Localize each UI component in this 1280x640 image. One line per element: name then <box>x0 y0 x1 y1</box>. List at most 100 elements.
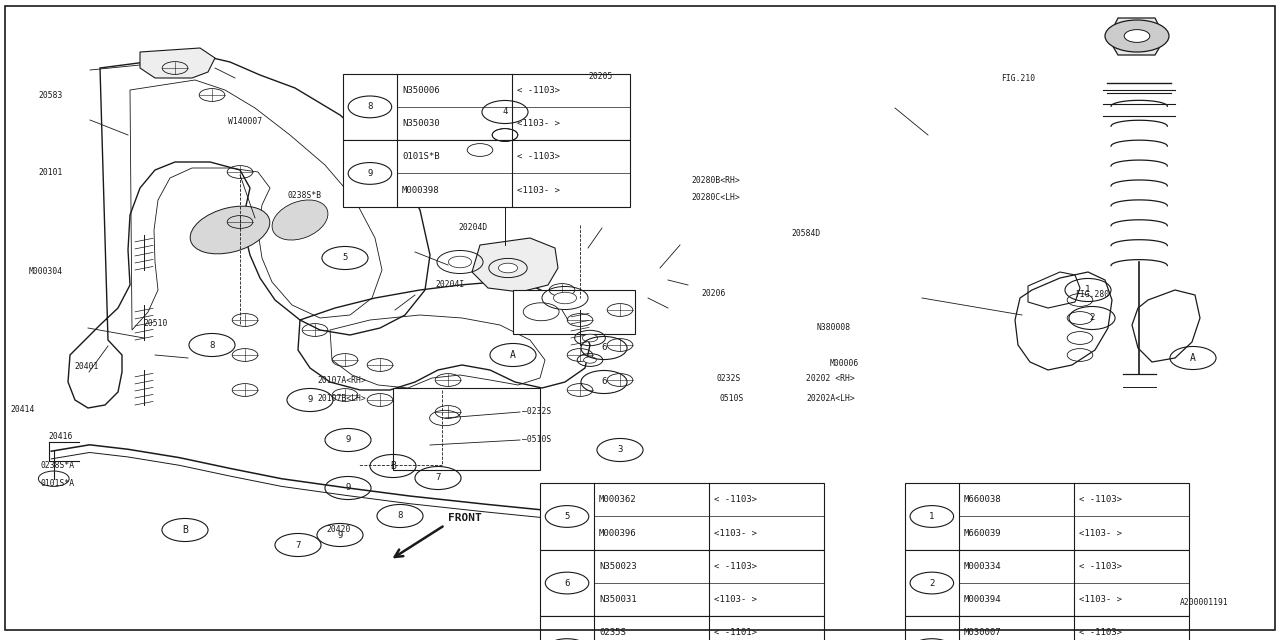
Text: 20202A<LH>: 20202A<LH> <box>806 394 855 403</box>
FancyBboxPatch shape <box>540 483 824 550</box>
Text: < -1103>: < -1103> <box>714 495 758 504</box>
Text: FRONT: FRONT <box>448 513 481 523</box>
Text: 5: 5 <box>564 512 570 521</box>
Text: 6: 6 <box>564 579 570 588</box>
Text: 8: 8 <box>367 102 372 111</box>
Text: <1103- >: <1103- > <box>1079 529 1123 538</box>
Text: 6: 6 <box>602 378 607 387</box>
FancyBboxPatch shape <box>905 483 1189 550</box>
Text: 0232S: 0232S <box>717 374 741 383</box>
Text: 20401: 20401 <box>74 362 99 371</box>
FancyBboxPatch shape <box>393 388 540 470</box>
Text: 0510S: 0510S <box>719 394 744 403</box>
Text: M000362: M000362 <box>599 495 636 504</box>
Text: 20416: 20416 <box>49 432 73 441</box>
Text: FIG.280: FIG.280 <box>1075 290 1110 299</box>
Text: N350006: N350006 <box>402 86 439 95</box>
Text: < -1103>: < -1103> <box>1079 562 1123 571</box>
Circle shape <box>582 334 598 342</box>
Polygon shape <box>1108 18 1165 55</box>
Text: B: B <box>390 461 396 471</box>
Text: 7: 7 <box>435 474 440 483</box>
Text: M00006: M00006 <box>829 359 859 368</box>
Text: 20206: 20206 <box>701 289 726 298</box>
Text: 0101S*A: 0101S*A <box>41 479 76 488</box>
Text: M000398: M000398 <box>402 186 439 195</box>
Text: < -1103>: < -1103> <box>517 152 561 161</box>
Text: 20107A<RH>: 20107A<RH> <box>317 376 366 385</box>
Text: 0238S*A: 0238S*A <box>41 461 76 470</box>
Text: N350030: N350030 <box>402 119 439 128</box>
Text: N350023: N350023 <box>599 562 636 571</box>
Text: 20204I: 20204I <box>435 280 465 289</box>
Text: 9: 9 <box>367 169 372 178</box>
Text: 20420: 20420 <box>326 525 351 534</box>
FancyBboxPatch shape <box>540 550 824 616</box>
FancyBboxPatch shape <box>513 290 635 333</box>
Text: M030007: M030007 <box>964 628 1001 637</box>
Circle shape <box>1105 20 1169 52</box>
Text: 20510: 20510 <box>143 319 168 328</box>
Ellipse shape <box>191 206 270 254</box>
Text: 9: 9 <box>338 531 343 540</box>
Text: 20414: 20414 <box>10 405 35 414</box>
Text: B: B <box>182 525 188 535</box>
Text: M000334: M000334 <box>964 562 1001 571</box>
Text: < -1101>: < -1101> <box>714 628 758 637</box>
Text: 20202 <RH>: 20202 <RH> <box>806 374 855 383</box>
Text: 20204D: 20204D <box>458 223 488 232</box>
Text: A: A <box>509 350 516 360</box>
Text: 8: 8 <box>210 340 215 349</box>
Text: <1103- >: <1103- > <box>714 595 758 604</box>
Text: < -1103>: < -1103> <box>714 562 758 571</box>
Text: A: A <box>1190 353 1196 363</box>
Text: M000304: M000304 <box>28 268 63 276</box>
Text: <1103- >: <1103- > <box>1079 595 1123 604</box>
Text: M660039: M660039 <box>964 529 1001 538</box>
FancyBboxPatch shape <box>343 140 630 207</box>
Text: N350031: N350031 <box>599 595 636 604</box>
Text: 2: 2 <box>929 579 934 588</box>
FancyBboxPatch shape <box>905 550 1189 616</box>
FancyBboxPatch shape <box>343 74 630 140</box>
Text: —0232S: —0232S <box>522 408 552 417</box>
Text: 9: 9 <box>346 435 351 445</box>
Text: A200001191: A200001191 <box>1180 598 1229 607</box>
Text: 20280C<LH>: 20280C<LH> <box>691 193 740 202</box>
Text: 1: 1 <box>1085 285 1091 294</box>
Text: N380008: N380008 <box>817 323 851 332</box>
Polygon shape <box>140 48 215 78</box>
Circle shape <box>498 263 517 273</box>
Circle shape <box>448 256 471 268</box>
Text: W140007: W140007 <box>228 117 262 126</box>
Text: 4: 4 <box>502 108 508 116</box>
Text: —0510S: —0510S <box>522 435 552 445</box>
Text: 20107B<LH>: 20107B<LH> <box>317 394 366 403</box>
Text: 9: 9 <box>307 396 312 404</box>
Text: 7: 7 <box>296 541 301 550</box>
Text: 5: 5 <box>342 253 348 262</box>
Circle shape <box>553 292 576 304</box>
Text: FIG.210: FIG.210 <box>1001 74 1036 83</box>
Text: M000394: M000394 <box>964 595 1001 604</box>
Text: < -1103>: < -1103> <box>1079 495 1123 504</box>
Polygon shape <box>472 238 558 292</box>
Text: M660038: M660038 <box>964 495 1001 504</box>
Text: 0101S*B: 0101S*B <box>402 152 439 161</box>
Text: <1103- >: <1103- > <box>714 529 758 538</box>
Text: 2: 2 <box>1089 314 1094 323</box>
Text: 20205: 20205 <box>589 72 613 81</box>
Text: < -1103>: < -1103> <box>1079 628 1123 637</box>
FancyBboxPatch shape <box>905 616 1189 640</box>
Text: 20583: 20583 <box>38 92 63 100</box>
Text: 20101: 20101 <box>38 168 63 177</box>
Text: 9: 9 <box>346 483 351 493</box>
Text: 0238S*B: 0238S*B <box>288 191 323 200</box>
Text: <1103- >: <1103- > <box>517 119 561 128</box>
Text: M000396: M000396 <box>599 529 636 538</box>
FancyBboxPatch shape <box>540 616 824 640</box>
Circle shape <box>584 357 596 363</box>
Text: 0235S: 0235S <box>599 628 626 637</box>
Text: 6: 6 <box>602 344 607 353</box>
Text: 20584D: 20584D <box>791 229 820 238</box>
